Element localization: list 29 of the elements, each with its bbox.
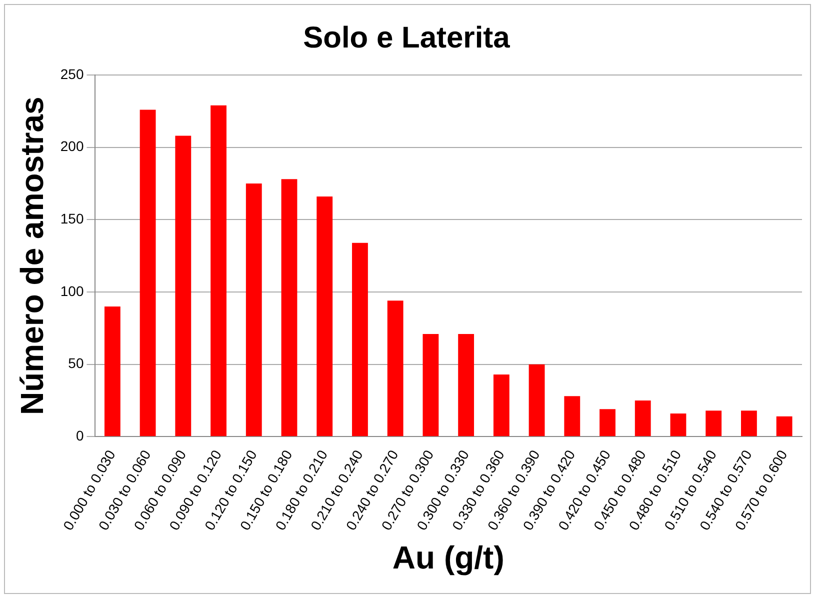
x-axis-title: Au (g/t) bbox=[392, 540, 504, 576]
bar bbox=[670, 414, 686, 436]
bar bbox=[600, 409, 616, 436]
bar bbox=[741, 410, 757, 436]
bar bbox=[281, 179, 298, 436]
y-tick-label: 150 bbox=[60, 210, 84, 227]
bar bbox=[246, 184, 262, 436]
bar bbox=[352, 242, 368, 436]
bar bbox=[422, 334, 439, 436]
y-tick-label: 0 bbox=[76, 428, 84, 444]
bar bbox=[493, 374, 510, 436]
bar bbox=[104, 306, 120, 436]
y-tick-label: 200 bbox=[60, 138, 84, 154]
bar bbox=[564, 396, 580, 436]
y-axis-title: Número de amostras bbox=[14, 96, 50, 415]
y-tick-label: 50 bbox=[68, 355, 84, 372]
bar bbox=[776, 416, 792, 436]
chart-title: Solo e Laterita bbox=[303, 21, 510, 54]
bar bbox=[175, 136, 192, 436]
bar bbox=[316, 196, 333, 436]
y-tick-label: 250 bbox=[60, 66, 84, 82]
bar bbox=[387, 300, 404, 436]
y-tick-label: 100 bbox=[60, 282, 84, 299]
bar bbox=[140, 110, 156, 436]
bar bbox=[706, 410, 722, 436]
bar bbox=[528, 364, 545, 436]
bar bbox=[210, 105, 226, 436]
bar bbox=[458, 334, 474, 436]
bar bbox=[634, 400, 651, 436]
